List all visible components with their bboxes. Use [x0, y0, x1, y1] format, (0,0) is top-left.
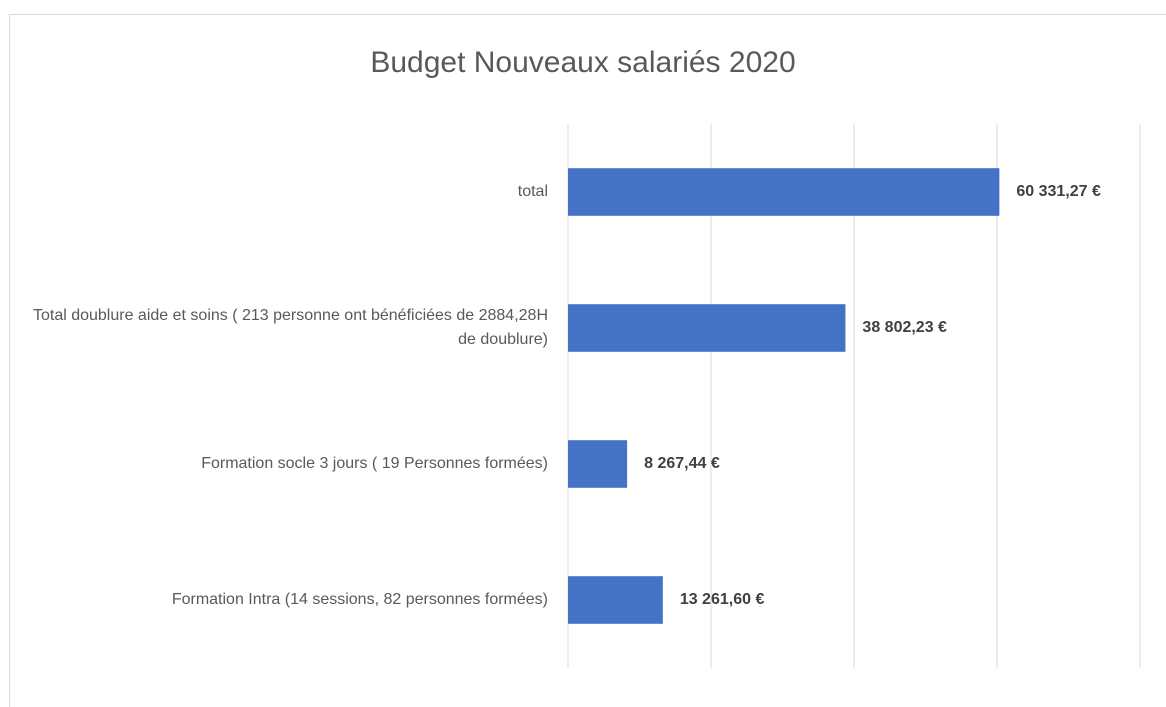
- bar: [568, 168, 1000, 216]
- y-tick-label: total: [517, 183, 548, 200]
- y-tick-label: Formation socle 3 jours ( 19 Personnes f…: [201, 455, 548, 472]
- data-label: 38 802,23 €: [862, 319, 947, 336]
- y-tick-label: Total doublure aide et soins ( 213 perso…: [32, 307, 548, 348]
- chart-frame: [9, 14, 1166, 707]
- y-tick-label: Formation Intra (14 sessions, 82 personn…: [171, 591, 548, 608]
- data-label: 8 267,44 €: [644, 455, 720, 472]
- bar: [568, 576, 663, 624]
- chart-title: Budget Nouveaux salariés 2020: [370, 46, 795, 79]
- bar: [568, 440, 628, 488]
- bar: [568, 304, 846, 352]
- data-label: 60 331,27 €: [1016, 183, 1101, 200]
- data-label: 13 261,60 €: [680, 591, 765, 608]
